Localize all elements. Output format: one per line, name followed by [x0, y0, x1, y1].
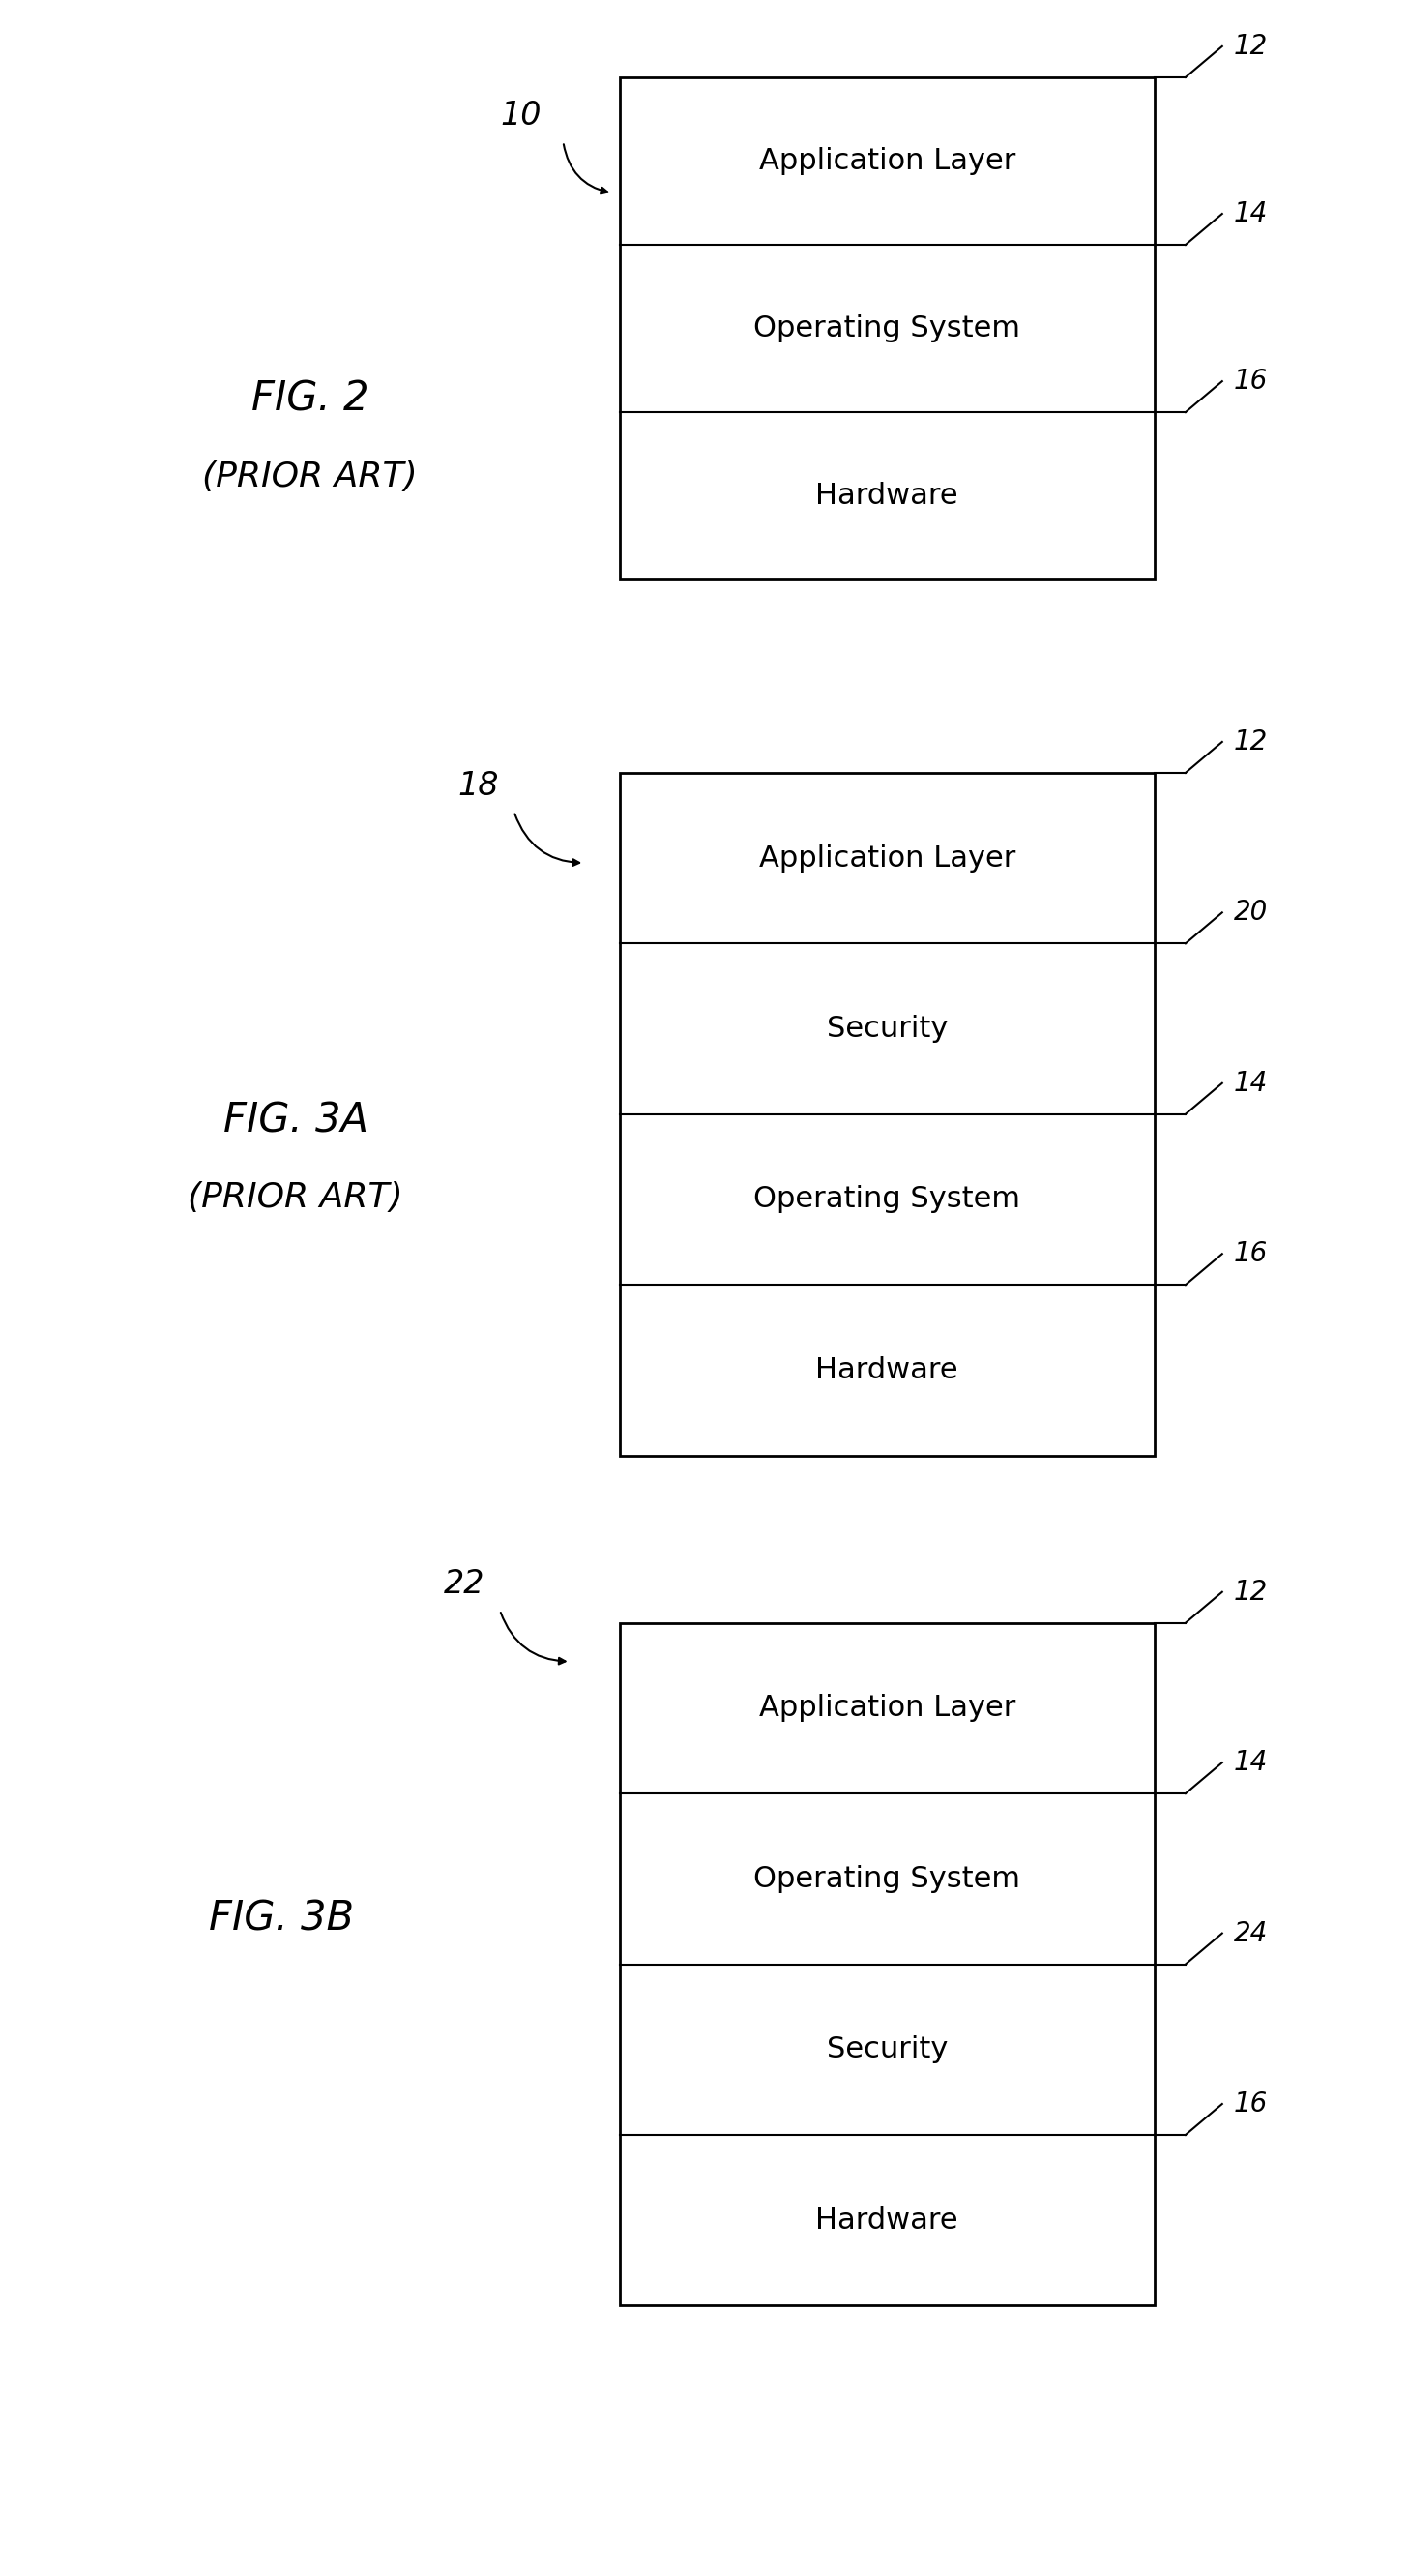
Text: 12: 12 [1233, 1579, 1267, 1605]
Text: Operating System: Operating System [753, 1185, 1021, 1213]
Text: Operating System: Operating System [753, 1865, 1021, 1893]
Text: 16: 16 [1233, 2089, 1267, 2117]
Text: (PRIOR ART): (PRIOR ART) [189, 1182, 403, 1213]
Text: FIG. 3A: FIG. 3A [222, 1100, 369, 1141]
Text: 12: 12 [1233, 729, 1267, 755]
Bar [620, 77, 1155, 580]
Text: 16: 16 [1233, 1239, 1267, 1267]
Text: 10: 10 [500, 100, 542, 131]
Bar [620, 773, 1155, 1455]
Text: (PRIOR ART): (PRIOR ART) [203, 461, 417, 492]
Text: 16: 16 [1233, 368, 1267, 394]
Text: Security: Security [826, 1015, 948, 1043]
Text: 18: 18 [458, 770, 500, 801]
Text: 20: 20 [1233, 899, 1267, 927]
Text: Hardware: Hardware [815, 2205, 959, 2233]
Bar [620, 1623, 1155, 2306]
Text: FIG. 2: FIG. 2 [251, 379, 369, 420]
Text: Operating System: Operating System [753, 314, 1021, 343]
Text: FIG. 3B: FIG. 3B [208, 1899, 355, 1940]
Text: 22: 22 [444, 1569, 486, 1600]
Text: 14: 14 [1233, 1069, 1267, 1097]
Text: Application Layer: Application Layer [759, 845, 1015, 873]
Text: Hardware: Hardware [815, 1355, 959, 1383]
Text: 14: 14 [1233, 1749, 1267, 1777]
Text: Application Layer: Application Layer [759, 1695, 1015, 1723]
Text: 14: 14 [1233, 201, 1267, 227]
Text: Hardware: Hardware [815, 482, 959, 510]
Text: Security: Security [826, 2035, 948, 2063]
Text: Application Layer: Application Layer [759, 147, 1015, 175]
Text: 12: 12 [1233, 33, 1267, 59]
Text: 24: 24 [1233, 1919, 1267, 1947]
